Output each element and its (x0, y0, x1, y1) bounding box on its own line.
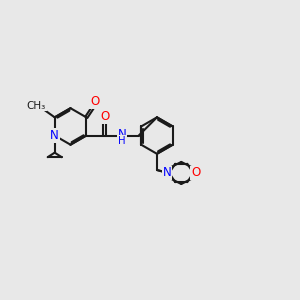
Text: O: O (90, 95, 99, 108)
Text: O: O (100, 110, 109, 123)
Text: H: H (118, 136, 126, 146)
Text: N: N (163, 167, 171, 179)
Text: CH₃: CH₃ (26, 100, 46, 110)
Text: N: N (50, 129, 59, 142)
Text: O: O (191, 167, 200, 179)
Text: N: N (118, 128, 126, 141)
